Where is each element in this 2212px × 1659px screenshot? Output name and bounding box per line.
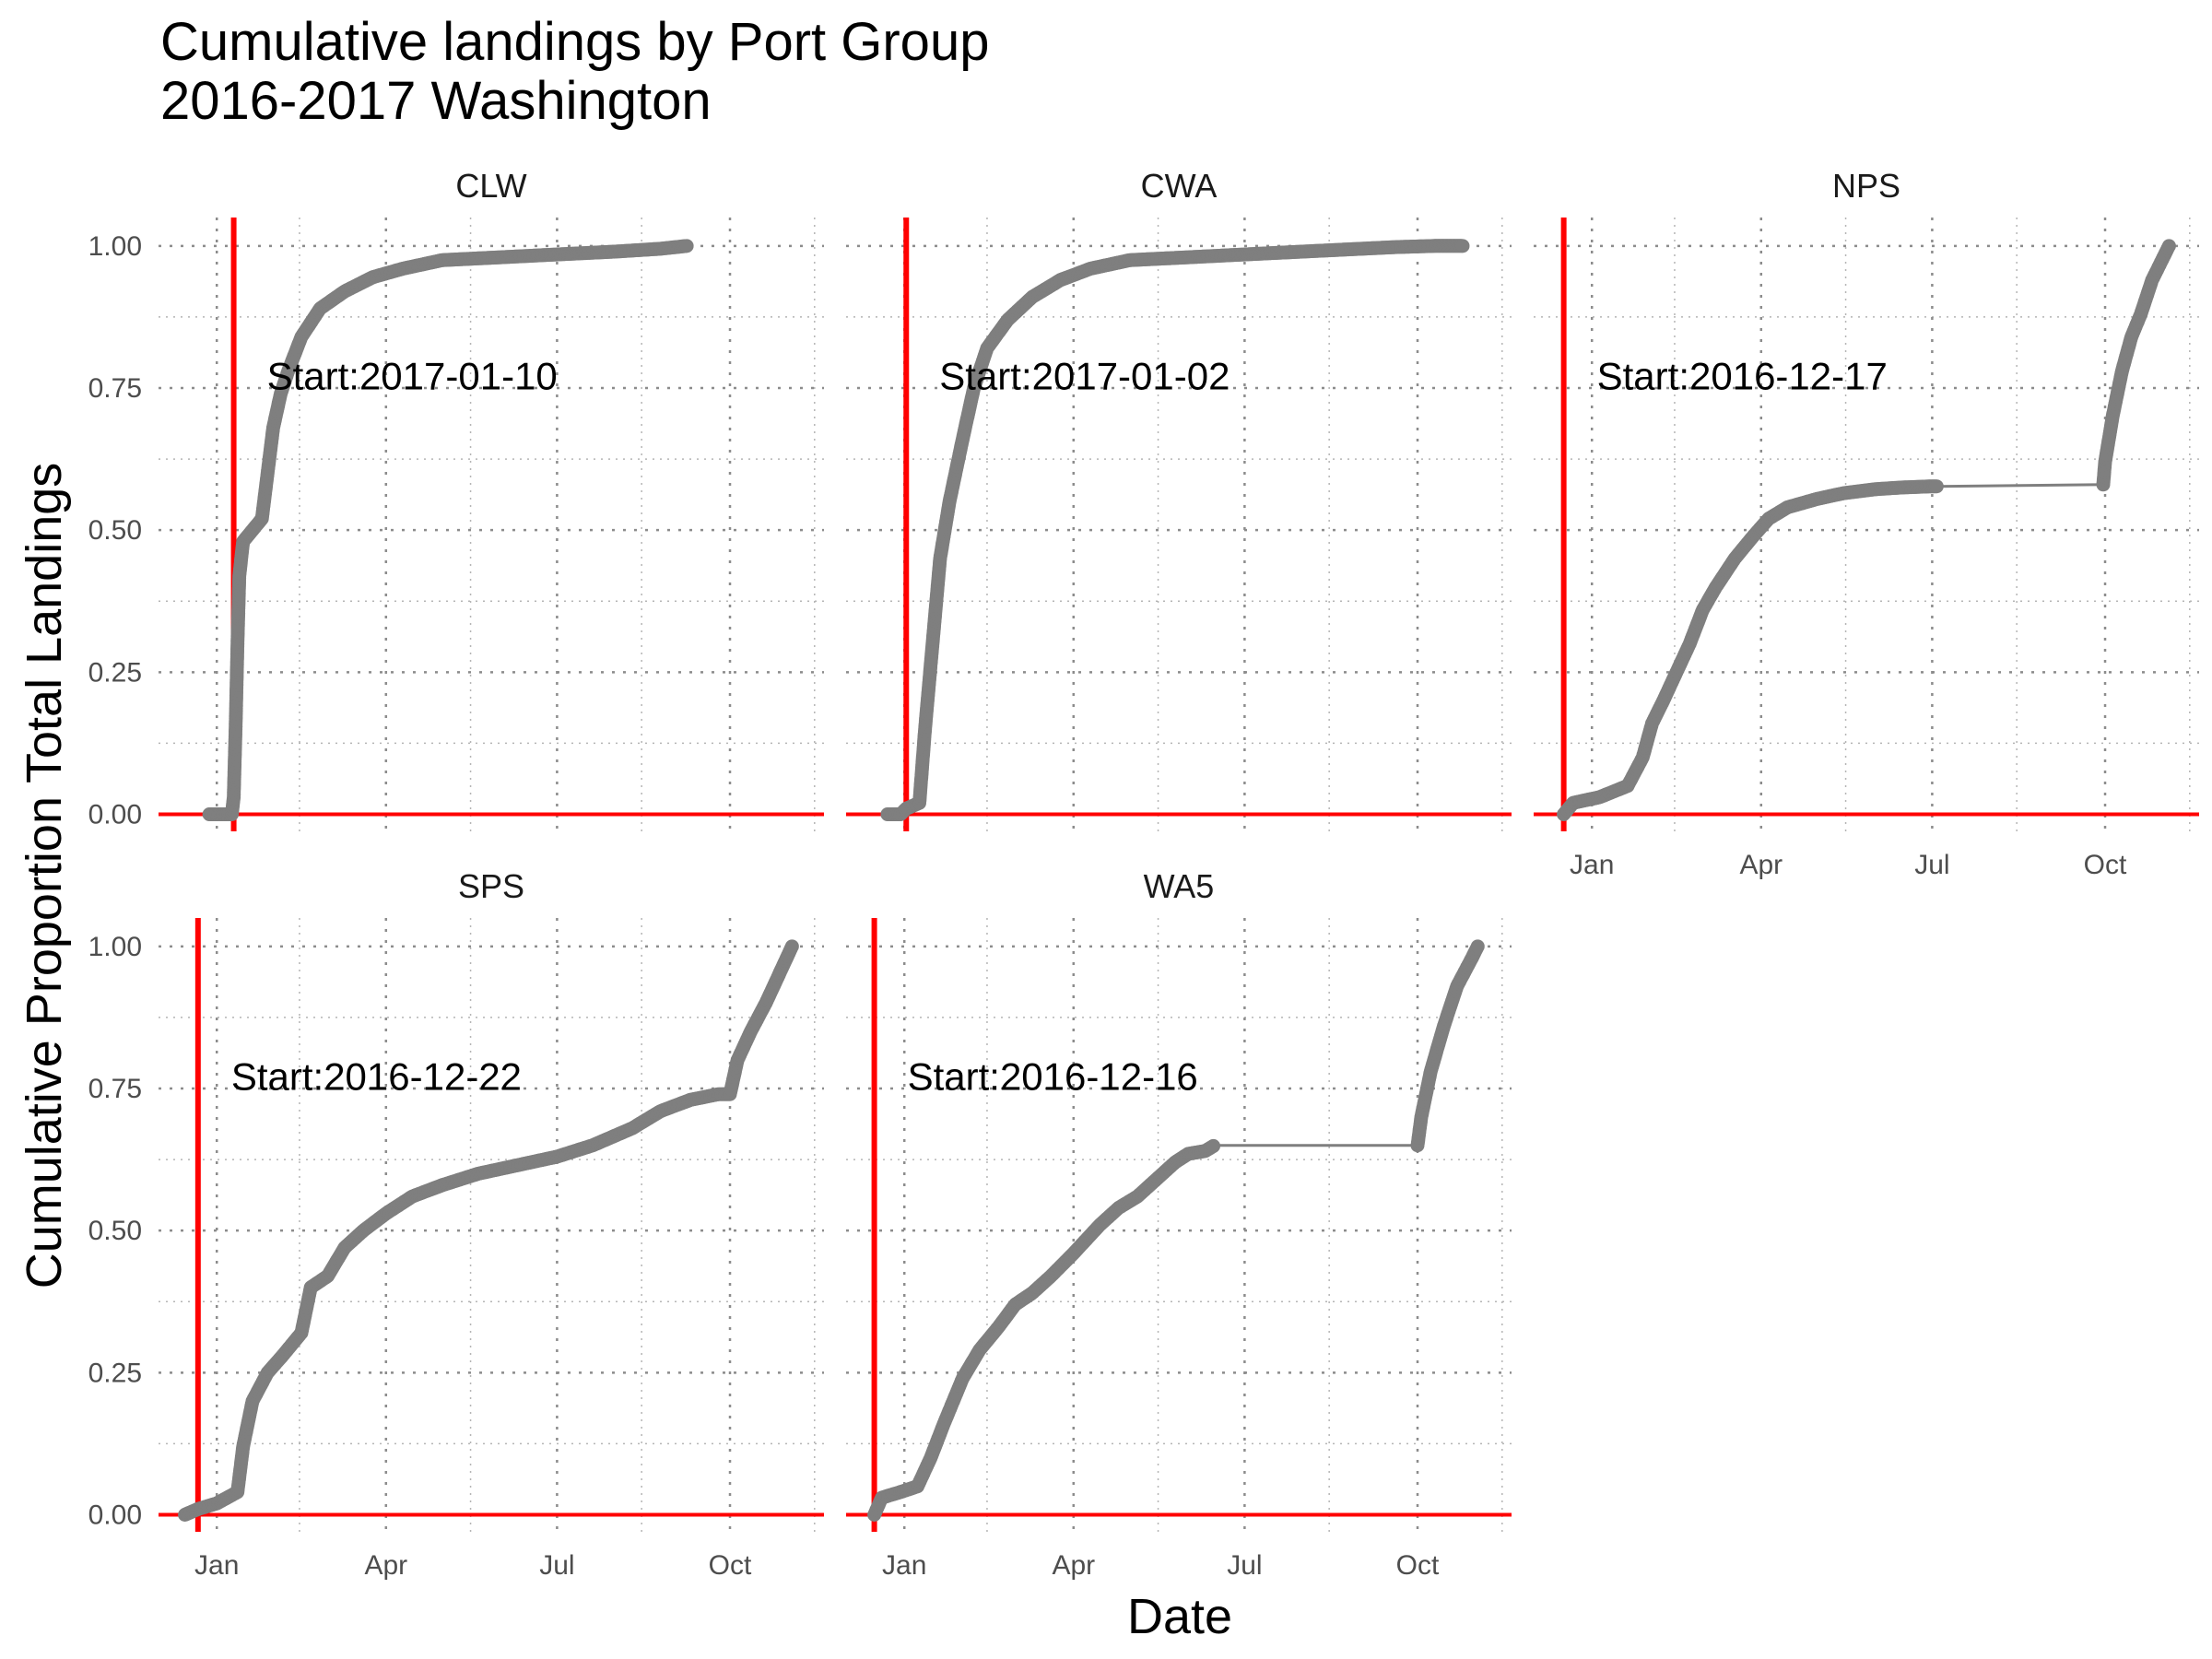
panel-nps: NPS Jan Apr Jul Oct Start:2016-12-17 (1534, 167, 2199, 880)
y-tick-label: 0.00 (88, 800, 142, 830)
chart-title-line-2: 2016-2017 Washington (160, 71, 712, 131)
panel-wa5: WA5 Jan Apr Jul Oct Start:2016-12-16 (846, 867, 1512, 1581)
y-tick-label: 0.00 (88, 1500, 142, 1531)
cumulative-points (880, 239, 1470, 821)
panel-cwa: CWA Start:2017-01-02 (846, 167, 1512, 831)
panel-strip-label: WA5 (1144, 867, 1215, 905)
y-tick-label: 0.25 (88, 657, 142, 688)
x-tick-label: Oct (2084, 850, 2127, 880)
y-axis-title: Cumulative Proportion Total Landings (17, 463, 72, 1289)
y-tick-label: 1.00 (88, 932, 142, 962)
start-date-annotation: Start:2016-12-16 (908, 1055, 1198, 1099)
panel-sps: SPS 0.00 0.25 0.50 0.75 1.00 Jan Apr Jul Oct Start… (88, 867, 824, 1581)
x-tick-label: Oct (709, 1550, 752, 1581)
facet-panels: CLW0.000.250.500.751.00Start:2017-01-10C… (88, 167, 2199, 1581)
data-point (1455, 239, 1470, 253)
start-date-annotation: Start:2016-12-17 (1597, 355, 1888, 398)
data-point (1929, 479, 1944, 494)
x-tick-label: Jan (194, 1550, 239, 1581)
x-tick-label: Jan (1570, 850, 1614, 880)
y-tick-label: 0.25 (88, 1358, 142, 1388)
cumulative-line (873, 946, 1479, 1516)
data-point (1206, 1138, 1220, 1153)
start-date-annotation: Start:2017-01-10 (267, 355, 558, 398)
data-point (2161, 239, 2176, 253)
cumulative-points (202, 239, 694, 821)
cumulative-line (887, 244, 1463, 816)
chart-title-line-1: Cumulative landings by Port Group (160, 12, 989, 72)
cumulative-points (178, 939, 799, 1522)
x-tick-label: Jul (539, 1550, 574, 1581)
data-point (784, 939, 799, 954)
start-date-annotation: Start:2016-12-22 (231, 1055, 522, 1099)
y-tick-label: 0.50 (88, 515, 142, 546)
panel-clw: CLW 0.00 0.25 0.50 0.75 1.00 Start:2017-01-10 (88, 167, 824, 831)
x-tick-label: Apr (364, 1550, 407, 1581)
panel-strip-label: CLW (455, 167, 526, 205)
x-tick-label: Oct (1396, 1550, 1440, 1581)
x-tick-label: Jan (882, 1550, 926, 1581)
panel-strip-label: CWA (1141, 167, 1218, 205)
x-tick-label: Apr (1739, 850, 1783, 880)
cumulative-points (867, 939, 1485, 1522)
x-tick-label: Apr (1052, 1550, 1095, 1581)
panel-strip-label: NPS (1832, 167, 1900, 205)
x-tick-label: Jul (1914, 850, 1949, 880)
x-axis-title: Date (1127, 1589, 1232, 1644)
x-tick-label: Jul (1227, 1550, 1262, 1581)
cumulative-points (1557, 239, 2176, 821)
data-point (679, 239, 694, 253)
panel-strip-label: SPS (458, 867, 524, 905)
y-tick-label: 0.75 (88, 1074, 142, 1104)
y-tick-label: 0.75 (88, 373, 142, 404)
y-tick-label: 1.00 (88, 231, 142, 262)
data-point (1470, 939, 1485, 954)
y-tick-label: 0.50 (88, 1216, 142, 1246)
start-date-annotation: Start:2017-01-02 (939, 355, 1230, 398)
